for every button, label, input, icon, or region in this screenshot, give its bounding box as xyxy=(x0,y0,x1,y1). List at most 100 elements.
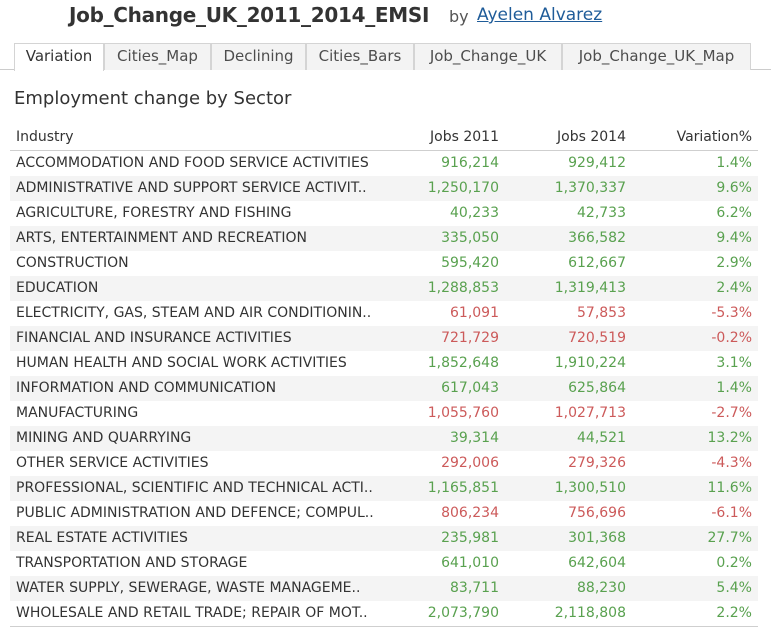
jobs-2014-cell: 612,667 xyxy=(568,255,626,271)
tab-job-change-uk[interactable]: Job_Change_UK xyxy=(414,43,562,70)
table-row[interactable]: MANUFACTURING 1,055,760 1,027,713 -2.7% xyxy=(10,401,758,426)
table-row[interactable]: CONSTRUCTION 595,420 612,667 2.9% xyxy=(10,251,758,276)
jobs-2011-cell: 641,010 xyxy=(441,555,499,571)
table-row[interactable]: ELECTRICITY, GAS, STEAM AND AIR CONDITIO… xyxy=(10,301,758,326)
industry-cell: ARTS, ENTERTAINMENT AND RECREATION xyxy=(16,230,307,246)
jobs-2014-cell: 57,853 xyxy=(577,305,626,321)
variation-cell: -5.3% xyxy=(711,305,752,321)
table-row[interactable]: TRANSPORTATION AND STORAGE 641,010 642,604… xyxy=(10,551,758,576)
industry-cell: OTHER SERVICE ACTIVITIES xyxy=(16,455,209,471)
variation-cell: -2.7% xyxy=(711,405,752,421)
jobs-2011-cell: 292,006 xyxy=(441,455,499,471)
tab-cities-bars[interactable]: Cities_Bars xyxy=(306,43,414,70)
variation-cell: 1.4% xyxy=(716,380,752,396)
table-row[interactable]: ACCOMMODATION AND FOOD SERVICE ACTIVITIE… xyxy=(10,151,758,176)
industry-cell: MANUFACTURING xyxy=(16,405,139,421)
jobs-2014-cell: 642,604 xyxy=(568,555,626,571)
table-row[interactable]: REAL ESTATE ACTIVITIES 235,981 301,368 27.7… xyxy=(10,526,758,551)
jobs-2011-cell: 39,314 xyxy=(450,430,499,446)
variation-cell: 13.2% xyxy=(707,430,752,446)
table-row[interactable]: PUBLIC ADMINISTRATION AND DEFENCE; COMPU… xyxy=(10,501,758,526)
jobs-2011-cell: 1,288,853 xyxy=(427,280,499,296)
table-row[interactable]: ADMINISTRATIVE AND SUPPORT SERVICE ACTIV… xyxy=(10,176,758,201)
variation-cell: 0.2% xyxy=(716,555,752,571)
jobs-2011-cell: 1,250,170 xyxy=(427,180,499,196)
table-row[interactable]: WHOLESALE AND RETAIL TRADE; REPAIR OF MO… xyxy=(10,601,758,626)
jobs-2011-cell: 83,711 xyxy=(450,580,499,596)
workbook-title: Job_Change_UK_2011_2014_EMSI xyxy=(69,3,430,27)
jobs-2014-cell: 301,368 xyxy=(568,530,626,546)
jobs-2014-cell: 929,412 xyxy=(568,155,626,171)
jobs-2011-cell: 335,050 xyxy=(441,230,499,246)
variation-cell: 2.9% xyxy=(716,255,752,271)
jobs-2011-cell: 1,055,760 xyxy=(427,405,499,421)
variation-cell: 9.6% xyxy=(716,180,752,196)
jobs-2014-cell: 1,370,337 xyxy=(554,180,626,196)
jobs-2014-cell: 1,300,510 xyxy=(554,480,626,496)
table-row[interactable]: MINING AND QUARRYING 39,314 44,521 13.2% xyxy=(10,426,758,451)
industry-cell: HUMAN HEALTH AND SOCIAL WORK ACTIVITIES xyxy=(16,355,347,371)
industry-cell: EDUCATION xyxy=(16,280,99,296)
industry-cell: INFORMATION AND COMMUNICATION xyxy=(16,380,277,396)
jobs-2014-cell: 1,319,413 xyxy=(554,280,626,296)
jobs-2014-cell: 1,910,224 xyxy=(554,355,626,371)
jobs-2011-cell: 721,729 xyxy=(441,330,499,346)
tab-cities-map[interactable]: Cities_Map xyxy=(104,43,211,70)
variation-cell: -6.1% xyxy=(711,505,752,521)
industry-cell: AGRICULTURE, FORESTRY AND FISHING xyxy=(16,205,292,221)
table-row[interactable]: OTHER SERVICE ACTIVITIES 292,006 279,326 -4… xyxy=(10,451,758,476)
variation-cell: 2.2% xyxy=(716,605,752,621)
variation-cell: -4.3% xyxy=(711,455,752,471)
table-row[interactable]: HUMAN HEALTH AND SOCIAL WORK ACTIVITIES 1… xyxy=(10,351,758,376)
sheet-tabs: Variation Cities_Map Declining Cities_Ba… xyxy=(0,43,771,71)
variation-cell: 6.2% xyxy=(716,205,752,221)
industry-cell: TRANSPORTATION AND STORAGE xyxy=(16,555,248,571)
jobs-2014-cell: 1,027,713 xyxy=(554,405,626,421)
jobs-2014-cell: 625,864 xyxy=(568,380,626,396)
jobs-2014-cell: 756,696 xyxy=(568,505,626,521)
tab-job-change-uk-map[interactable]: Job_Change_UK_Map xyxy=(562,43,751,70)
industry-cell: FINANCIAL AND INSURANCE ACTIVITIES xyxy=(16,330,292,346)
variation-cell: 5.4% xyxy=(716,580,752,596)
jobs-2011-cell: 40,233 xyxy=(450,205,499,221)
table-bottom-border xyxy=(10,626,758,627)
jobs-2011-cell: 1,852,648 xyxy=(427,355,499,371)
industry-cell: PROFESSIONAL, SCIENTIFIC AND TECHNICAL A… xyxy=(16,480,373,496)
header-jobs-2014[interactable]: Jobs 2014 xyxy=(557,129,626,145)
table-row[interactable]: PROFESSIONAL, SCIENTIFIC AND TECHNICAL A… xyxy=(10,476,758,501)
author-link[interactable]: Ayelen Alvarez xyxy=(477,5,603,25)
industry-cell: MINING AND QUARRYING xyxy=(16,430,192,446)
jobs-2011-cell: 61,091 xyxy=(450,305,499,321)
jobs-2014-cell: 279,326 xyxy=(568,455,626,471)
jobs-2011-cell: 806,234 xyxy=(441,505,499,521)
variation-cell: 9.4% xyxy=(716,230,752,246)
tab-declining[interactable]: Declining xyxy=(211,43,306,70)
jobs-2011-cell: 235,981 xyxy=(441,530,499,546)
table-row[interactable]: ARTS, ENTERTAINMENT AND RECREATION 335,05… xyxy=(10,226,758,251)
table-row[interactable]: AGRICULTURE, FORESTRY AND FISHING 40,233 4… xyxy=(10,201,758,226)
table-row[interactable]: INFORMATION AND COMMUNICATION 617,043 625,… xyxy=(10,376,758,401)
industry-cell: ADMINISTRATIVE AND SUPPORT SERVICE ACTIV… xyxy=(16,180,367,196)
jobs-2014-cell: 42,733 xyxy=(577,205,626,221)
table-row[interactable]: FINANCIAL AND INSURANCE ACTIVITIES 721,72… xyxy=(10,326,758,351)
header-variation[interactable]: Variation% xyxy=(676,129,752,145)
header-jobs-2011[interactable]: Jobs 2011 xyxy=(430,129,499,145)
industry-cell: PUBLIC ADMINISTRATION AND DEFENCE; COMPU… xyxy=(16,505,374,521)
industry-cell: WATER SUPPLY, SEWERAGE, WASTE MANAGEME.. xyxy=(16,580,361,596)
variation-cell: 2.4% xyxy=(716,280,752,296)
jobs-2014-cell: 44,521 xyxy=(577,430,626,446)
header-industry[interactable]: Industry xyxy=(16,129,74,145)
table-row[interactable]: EDUCATION 1,288,853 1,319,413 2.4% xyxy=(10,276,758,301)
jobs-2011-cell: 617,043 xyxy=(441,380,499,396)
jobs-2014-cell: 366,582 xyxy=(568,230,626,246)
tab-variation[interactable]: Variation xyxy=(14,43,104,71)
jobs-2014-cell: 720,519 xyxy=(568,330,626,346)
industry-cell: REAL ESTATE ACTIVITIES xyxy=(16,530,188,546)
table-header: Industry Jobs 2011 Jobs 2014 Variation% xyxy=(10,126,758,151)
by-label: by xyxy=(449,7,469,26)
variation-cell: 11.6% xyxy=(707,480,752,496)
workbook-header: Job_Change_UK_2011_2014_EMSI by Ayelen A… xyxy=(0,0,771,38)
variation-cell: 3.1% xyxy=(716,355,752,371)
industry-cell: CONSTRUCTION xyxy=(16,255,129,271)
table-row[interactable]: WATER SUPPLY, SEWERAGE, WASTE MANAGEME..… xyxy=(10,576,758,601)
